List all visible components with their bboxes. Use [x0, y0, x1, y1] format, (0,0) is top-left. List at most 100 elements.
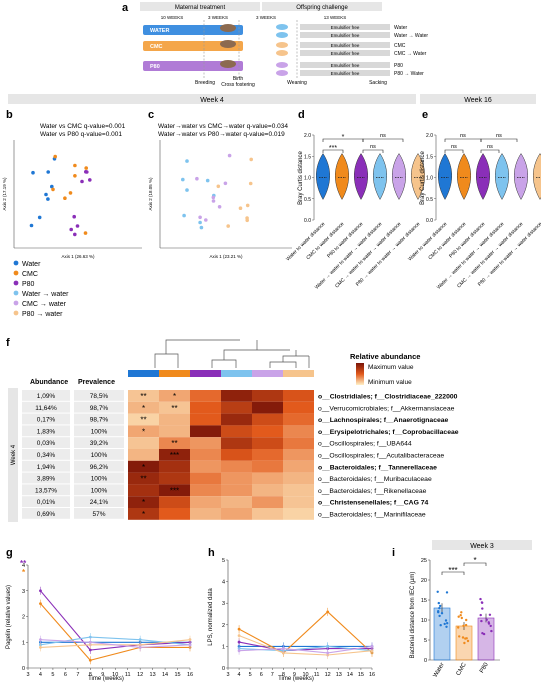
birth-label: Birth: [233, 76, 244, 82]
prevalence-cell: 24,1%: [90, 499, 109, 506]
pcoa-point: [73, 163, 77, 168]
x-tick-label: 15: [358, 672, 364, 678]
heatmap-cell: [128, 390, 159, 402]
offspring-rows: Emulsifier free Emulsifier free Emulsifi…: [300, 24, 390, 76]
panel-letter-h: h: [208, 547, 215, 559]
data-point: [88, 658, 92, 662]
pcoa-point: [248, 181, 253, 186]
heatmap-star: ***: [170, 486, 179, 495]
heatmap-group-color: [252, 370, 283, 377]
y-tick-label: 0: [22, 666, 25, 672]
x-tick-label: 13: [336, 672, 342, 678]
pcoa-point: [185, 159, 189, 163]
heatmap-group-color: [128, 370, 159, 377]
y-tick-label: 15: [421, 598, 427, 604]
mouse-icon: [220, 24, 236, 32]
pcoa-b-points: [29, 154, 92, 237]
pcoa-point: [182, 213, 186, 218]
data-point: [281, 647, 285, 650]
x-tick-label: 16: [369, 672, 375, 678]
heatmap-cell: [252, 437, 283, 449]
pcoa-point: [245, 203, 250, 208]
panel-e-significance: ns ns ns ns: [444, 133, 518, 153]
heatmap-star: *: [142, 510, 145, 519]
y-tick-label: 0: [222, 666, 225, 672]
data-point: [459, 614, 462, 617]
panel-letter-f: f: [6, 337, 10, 349]
panel-d-ylabel: Bray Curtis distance: [298, 150, 304, 204]
violin-tick-label: 2.0: [426, 133, 433, 139]
x-tick-label: 8: [282, 672, 285, 678]
data-point: [481, 607, 484, 610]
data-point: [487, 621, 490, 624]
week4-banner: Week 4: [200, 97, 224, 104]
heatmap-cell: [283, 425, 314, 438]
series-line: [238, 611, 373, 654]
violin-tick-label: 1.5: [304, 154, 311, 160]
panel-b-stat-2: Water vs P80 q-value=0.001: [40, 131, 122, 138]
y-tick-label: 1: [22, 640, 25, 646]
panel-c-xaxis: Axis 1 (23.21 %): [209, 254, 243, 259]
heatmap-star: *: [142, 498, 145, 507]
pcoa-point: [226, 224, 230, 228]
pcoa-point: [217, 205, 222, 209]
legend-water-to-water: Water → water: [22, 291, 69, 298]
heatmap-cell: [252, 508, 283, 520]
heatmap-cell: [252, 460, 283, 473]
violin-shape: [335, 153, 349, 201]
legend-p80: P80: [22, 281, 35, 288]
week4-banner-box: [8, 94, 416, 104]
heatmap-star: *: [142, 427, 145, 436]
x-tick-label: 6: [260, 672, 263, 678]
y-tick-label: 0: [424, 658, 427, 664]
heatmap-cell: [128, 460, 159, 473]
heatmap-cell: [190, 413, 221, 426]
outcome-cmc-to-water: CMC → Water: [394, 51, 427, 57]
maternal-header: Maternal treatment: [175, 5, 226, 11]
violin-tick-label: 0.5: [304, 197, 311, 203]
cmc-group-bar: [143, 41, 243, 51]
heatmap-group-color: [221, 370, 252, 377]
x-tick-label: 4: [238, 672, 241, 678]
violin-tick-label: 1.5: [426, 154, 433, 160]
heatmap-cell: [159, 390, 190, 402]
cross-fostering-label: Cross fostering: [221, 82, 255, 88]
y-tick-label: 25: [421, 558, 427, 564]
violin-tick-label: 0.0: [426, 218, 433, 224]
data-point: [464, 623, 468, 627]
heatmap-cell: [252, 449, 283, 461]
heatmap-star: *: [142, 463, 145, 472]
data-point: [443, 622, 446, 626]
x-tick-label: 8: [89, 672, 92, 678]
col-prevalence-header: Prevalence: [78, 379, 115, 386]
panel-c-stat-2: Water→water vs P80→water q-value=0.019: [158, 131, 285, 138]
panel-f-heatmap: Relative abundance Maximum value Minimum…: [8, 339, 459, 522]
heatmap-cell: [221, 413, 252, 426]
data-point: [439, 624, 442, 627]
x-tick-label: 3: [226, 672, 229, 678]
series-line: [238, 635, 373, 656]
data-point: [457, 626, 460, 629]
pcoa-point: [211, 195, 216, 200]
taxon-label: o__Bacteroidales; f__Muribaculaceae: [318, 476, 432, 483]
heatmap-cell: [128, 472, 159, 485]
panel-letter-c: c: [148, 109, 154, 121]
pcoa-point: [51, 187, 55, 192]
heatmap-cell: [159, 449, 190, 461]
panel-d-significance: *** * ns ns: [322, 133, 404, 153]
heatmap-cell: [128, 437, 159, 449]
pcoa-point: [31, 170, 35, 175]
heatmap-cell: [283, 449, 314, 461]
heatmap-star: **: [140, 392, 146, 401]
week4-side-box: [8, 388, 18, 522]
pcoa-point: [88, 178, 92, 182]
heatmap-cell: [128, 449, 159, 461]
heatmap-cell: [221, 437, 252, 449]
data-point: [479, 597, 482, 601]
taxon-label: o__Bacteroidales; f__Rikenellaceae: [318, 488, 427, 495]
data-point: [39, 589, 42, 593]
heatmap-cell: [221, 390, 252, 402]
data-point: [479, 613, 482, 617]
pcoa-point: [80, 179, 84, 184]
label-10-weeks: 10 WEEKS: [161, 15, 184, 20]
